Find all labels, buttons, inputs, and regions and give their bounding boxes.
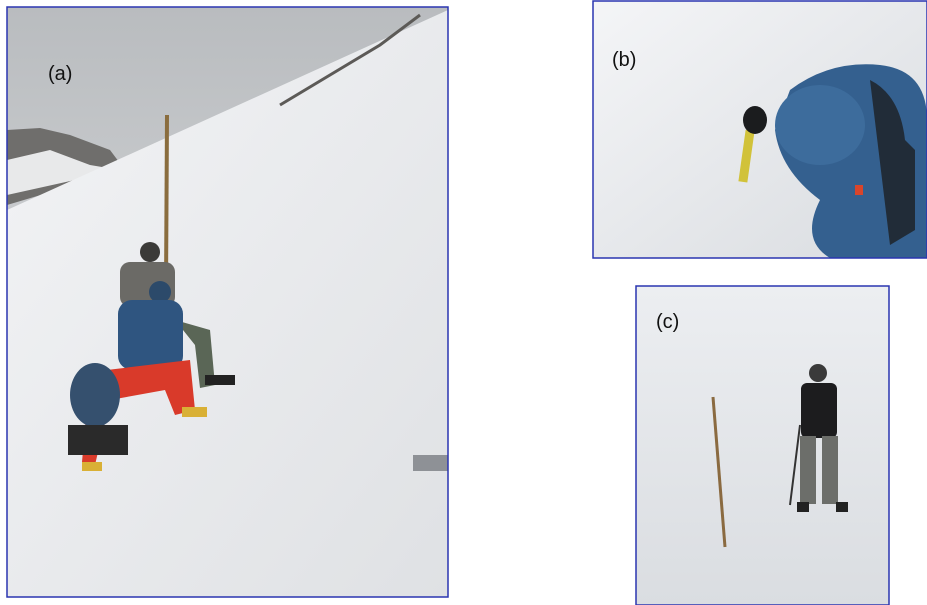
photo-c <box>636 286 889 605</box>
panel-label: (c) <box>656 311 679 333</box>
photo-b <box>593 1 927 258</box>
panel-label: (a) <box>48 63 72 85</box>
photo-a <box>7 7 448 597</box>
photo-frame <box>635 285 890 605</box>
photo-frame <box>6 6 449 598</box>
panel-label: (b) <box>612 49 636 71</box>
photo-frame <box>592 0 927 259</box>
